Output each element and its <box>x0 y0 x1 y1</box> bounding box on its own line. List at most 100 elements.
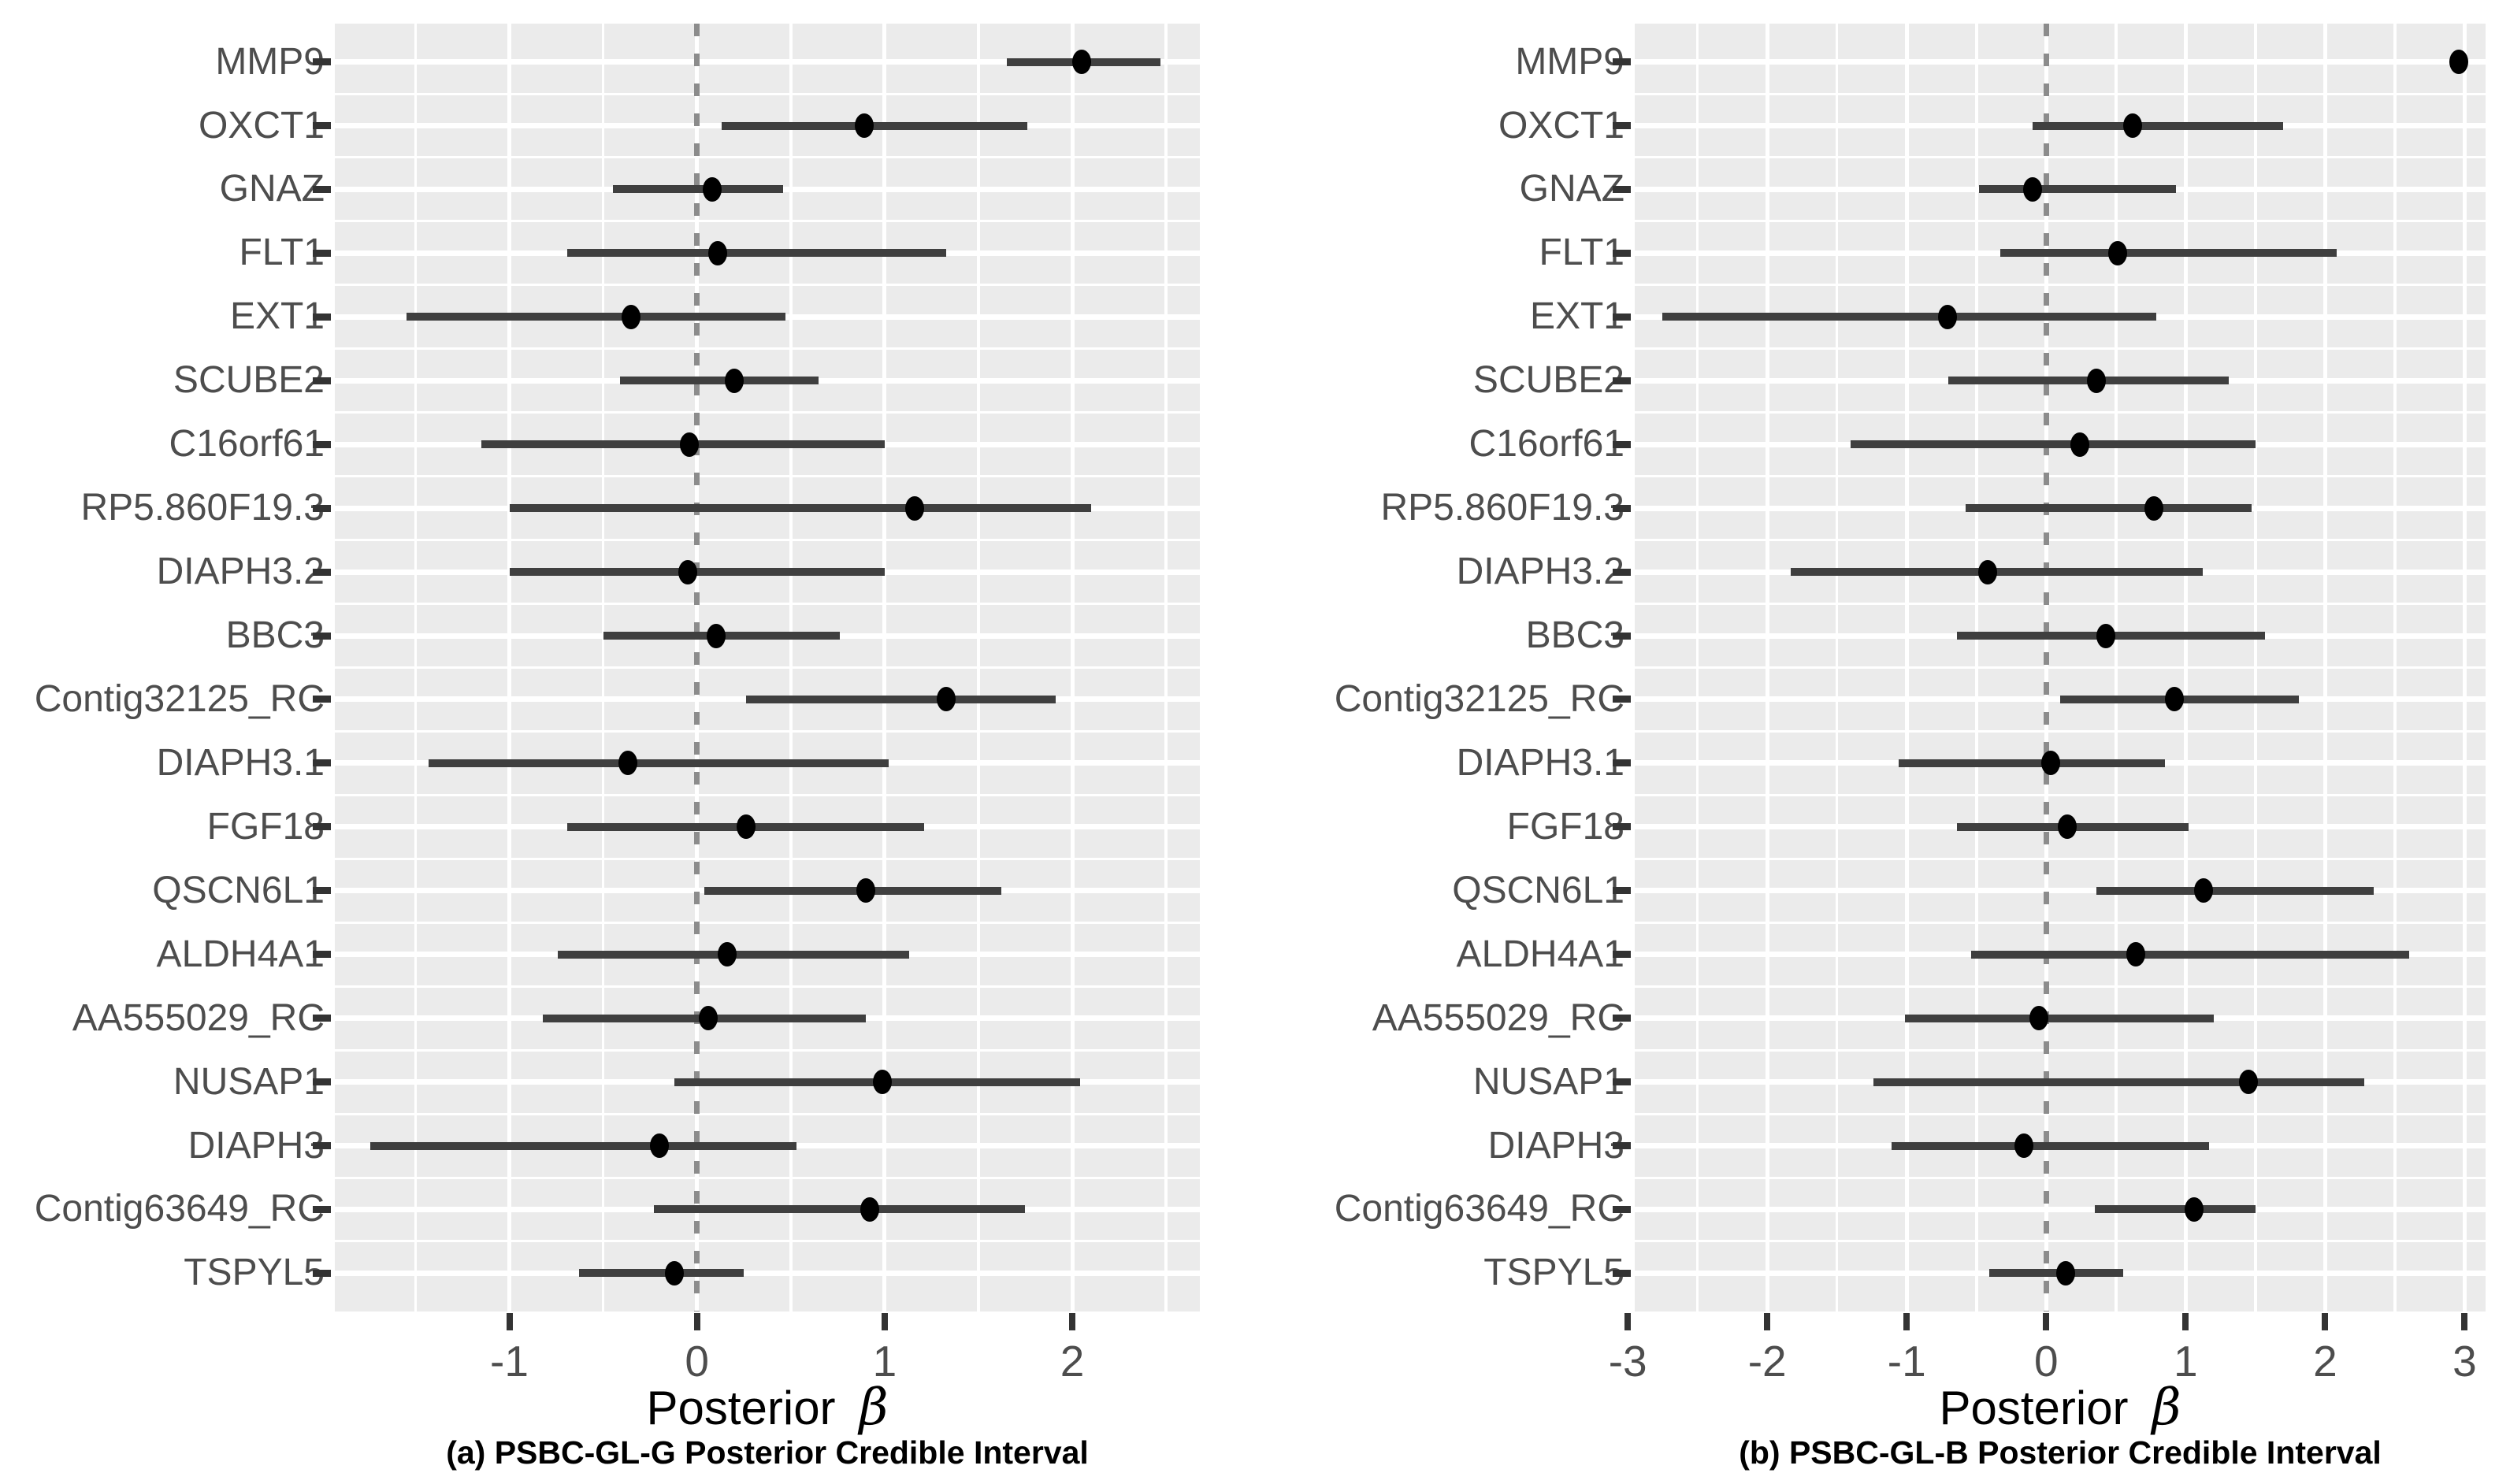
x-axis-title-a-word: Posterior <box>646 1382 836 1434</box>
x-tick-label: -1 <box>1887 1337 1926 1386</box>
x-tick-label: 1 <box>872 1337 897 1386</box>
y-tick-mark <box>1613 951 1631 959</box>
y-tick-mark <box>313 823 331 831</box>
gridline-minor-vertical <box>414 24 418 1311</box>
credible-interval-bar <box>653 1205 1026 1214</box>
y-tick-mark <box>313 249 331 257</box>
y-tick-mark <box>1613 185 1631 193</box>
x-tick-mark <box>1764 1313 1771 1330</box>
posterior-mean-dot <box>860 1196 879 1222</box>
posterior-mean-dot <box>856 878 876 903</box>
x-tick-label: 3 <box>2452 1337 2477 1386</box>
credible-interval-bar <box>2096 886 2374 895</box>
y-tick-mark <box>1613 1142 1631 1150</box>
credible-interval-bar <box>1970 950 2409 959</box>
gridline-major-vertical <box>507 24 511 1311</box>
posterior-mean-dot <box>1937 304 1957 329</box>
gridline-minor-horizontal <box>1635 1048 2486 1052</box>
beta-symbol-b: β <box>2152 1378 2181 1437</box>
posterior-mean-dot <box>725 368 744 393</box>
y-tick-mark <box>1613 504 1631 512</box>
gridline-minor-horizontal <box>335 347 1200 351</box>
x-axis-title-b: Posterior β <box>1509 1378 2510 1437</box>
gridline-minor-horizontal <box>1635 156 2486 159</box>
gridline-minor-horizontal <box>335 411 1200 414</box>
gridline-minor-horizontal <box>335 603 1200 606</box>
gridline-major-horizontal <box>1635 888 2486 894</box>
x-tick-mark <box>2322 1313 2329 1330</box>
y-tick-mark <box>313 568 331 576</box>
gene-label: BBC3 <box>1525 614 1624 657</box>
posterior-mean-dot <box>2056 1260 2076 1286</box>
posterior-mean-dot <box>736 814 756 840</box>
posterior-mean-dot <box>2087 368 2107 393</box>
gridline-minor-horizontal <box>1635 411 2486 414</box>
y-tick-mark <box>313 696 331 703</box>
x-tick-label: 2 <box>2313 1337 2337 1386</box>
credible-interval-bar <box>509 504 1091 513</box>
y-tick-mark <box>1613 313 1631 321</box>
gridline-minor-horizontal <box>1635 921 2486 924</box>
gridline-minor-vertical <box>2393 24 2397 1311</box>
gene-label: NUSAP1 <box>1472 1060 1624 1103</box>
caption-b: (b) PSBC-GL-B Posterior Credible Interva… <box>1739 1434 2382 1471</box>
gene-label: SCUBE2 <box>1472 359 1624 402</box>
gridline-minor-vertical <box>2115 24 2118 1311</box>
posterior-mean-dot <box>622 304 641 329</box>
gene-label: Contig63649_RC <box>34 1188 325 1230</box>
gene-label: QSCN6L1 <box>1452 869 1624 911</box>
gene-label: OXCT1 <box>1498 104 1624 147</box>
posterior-mean-dot <box>650 1133 670 1159</box>
credible-interval-bar <box>612 185 784 194</box>
y-tick-mark <box>1613 58 1631 66</box>
gridline-minor-horizontal <box>1635 284 2486 287</box>
gridline-minor-horizontal <box>1635 1176 2486 1179</box>
posterior-mean-dot <box>2126 942 2145 967</box>
posterior-mean-dot <box>2107 240 2127 265</box>
gene-label: TSPYL5 <box>1483 1252 1624 1294</box>
credible-interval-bar <box>1965 504 2252 513</box>
y-tick-mark <box>1613 1269 1631 1277</box>
y-tick-mark <box>1613 632 1631 640</box>
gene-label: DIAPH3 <box>188 1124 325 1167</box>
credible-interval-bar <box>704 886 1001 895</box>
x-tick-mark <box>1903 1313 1910 1330</box>
gene-label: NUSAP1 <box>173 1060 325 1103</box>
y-tick-mark <box>313 1205 331 1213</box>
zero-reference-line <box>2043 24 2049 1311</box>
gene-label: DIAPH3.1 <box>1456 741 1624 784</box>
y-tick-mark <box>1613 122 1631 129</box>
credible-interval-bar <box>567 249 947 258</box>
posterior-mean-dot <box>2194 878 2214 903</box>
posterior-mean-dot <box>678 559 697 584</box>
gene-label: FLT1 <box>1539 232 1624 274</box>
gridline-minor-horizontal <box>335 1176 1200 1179</box>
gridline-minor-vertical <box>1695 24 1699 1311</box>
y-tick-mark <box>1613 1078 1631 1086</box>
credible-interval-bar <box>578 1269 744 1278</box>
credible-interval-bar <box>721 121 1027 130</box>
gridline-major-vertical <box>1765 24 1769 1311</box>
gridline-minor-horizontal <box>335 666 1200 669</box>
posterior-mean-dot <box>2029 1006 2049 1031</box>
posterior-mean-dot <box>706 623 726 648</box>
gridline-minor-horizontal <box>1635 985 2486 988</box>
y-tick-mark <box>1613 377 1631 384</box>
gene-label: Contig32125_RC <box>34 677 325 720</box>
credible-interval-bar <box>429 759 889 767</box>
gridline-major-vertical <box>2322 24 2327 1311</box>
gridline-major-vertical <box>2183 24 2188 1311</box>
posterior-mean-dot <box>2123 113 2143 138</box>
gridline-minor-horizontal <box>1635 539 2486 542</box>
y-tick-mark <box>313 887 331 895</box>
gridline-minor-horizontal <box>1635 857 2486 860</box>
x-tick-label: -1 <box>490 1337 529 1386</box>
x-tick-label: 0 <box>2033 1337 2059 1386</box>
gridline-major-vertical <box>882 24 887 1311</box>
gene-label: AA555029_RC <box>1372 996 1624 1039</box>
gridline-minor-horizontal <box>1635 793 2486 796</box>
gridline-minor-vertical <box>1975 24 1978 1311</box>
credible-interval-bar <box>1851 440 2256 449</box>
x-axis-title-b-word: Posterior <box>1939 1382 2129 1434</box>
